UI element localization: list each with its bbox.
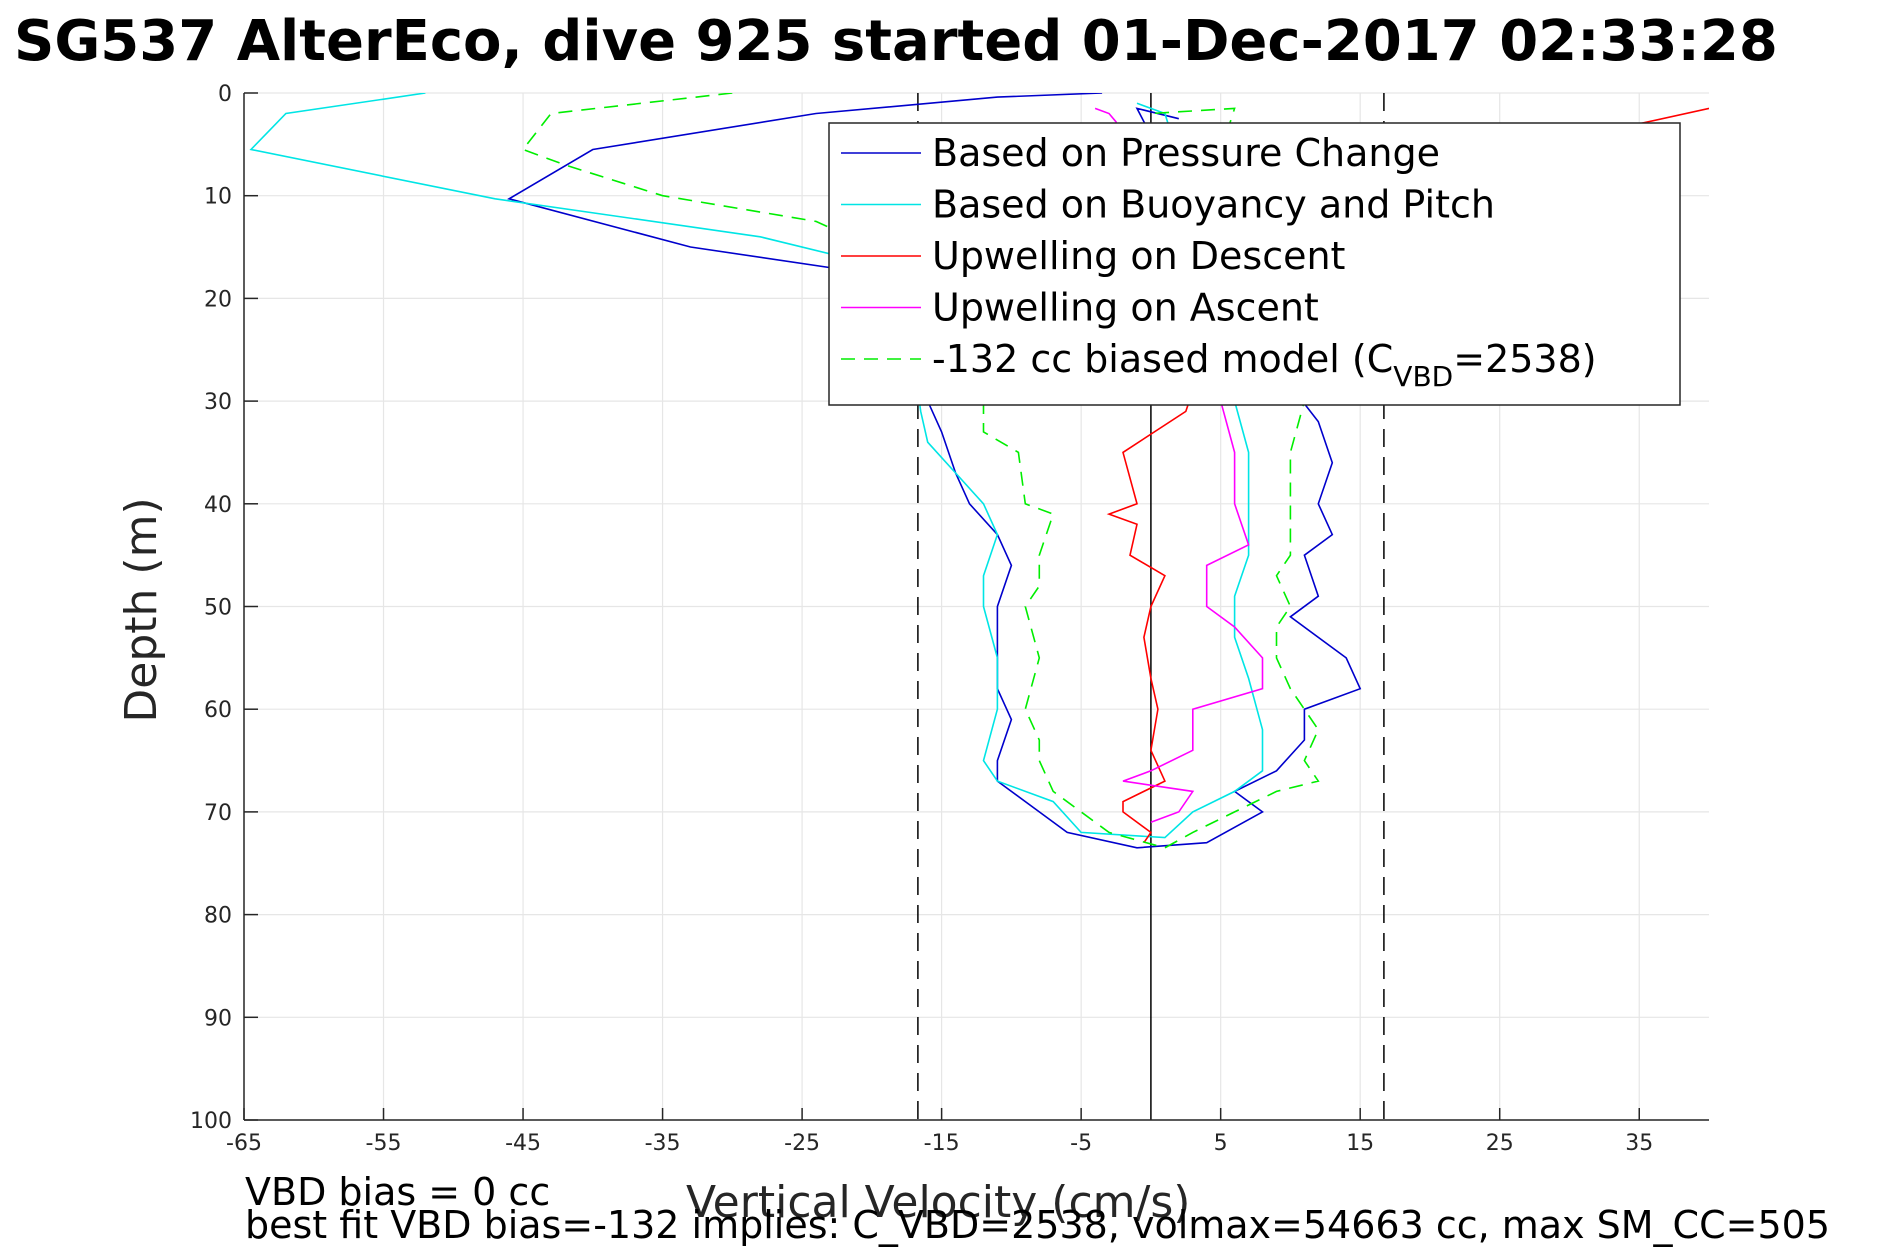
legend-label-4: -132 cc biased model (CVBD=2538) xyxy=(932,337,1597,393)
vbd-bias-note: VBD bias = 0 cc xyxy=(245,1170,550,1214)
x-tick-label-5: -15 xyxy=(924,1131,960,1156)
best-fit-note: best fit VBD bias=-132 implies: C_VBD=25… xyxy=(245,1203,1830,1247)
legend: Based on Pressure Change Based on Buoyanc… xyxy=(828,122,1681,406)
x-tick-label-6: -5 xyxy=(1070,1131,1092,1156)
x-tick-label-8: 15 xyxy=(1346,1131,1374,1156)
axes xyxy=(243,92,1709,1121)
y-tick-label-10: 100 xyxy=(190,1109,232,1134)
y-tick-label-7: 70 xyxy=(204,801,232,826)
x-tick-label-3: -35 xyxy=(645,1131,681,1156)
y-tick-label-1: 10 xyxy=(204,185,232,210)
y-tick-label-3: 30 xyxy=(204,390,232,415)
x-tick-label-1: -55 xyxy=(366,1131,402,1156)
legend-label-0: Based on Pressure Change xyxy=(932,131,1440,175)
x-tick-labels: -65 -55 -45 -35 -25 -15 -5 5 15 25 35 xyxy=(226,1131,1653,1156)
y-tick-label-6: 60 xyxy=(204,698,232,723)
legend-label-2: Upwelling on Descent xyxy=(932,234,1345,278)
legend-label-1: Based on Buoyancy and Pitch xyxy=(932,183,1495,227)
x-tick-label-9: 25 xyxy=(1486,1131,1514,1156)
x-tick-label-4: -25 xyxy=(784,1131,820,1156)
y-axis-label: Depth (m) xyxy=(116,497,167,722)
x-tick-label-7: 5 xyxy=(1214,1131,1228,1156)
y-tick-label-2: 20 xyxy=(204,287,232,312)
legend-box xyxy=(828,122,1681,406)
chart-title: SG537 AlterEco, dive 925 started 01-Dec-… xyxy=(14,9,1778,74)
x-tick-label-0: -65 xyxy=(226,1131,262,1156)
x-tick-label-2: -45 xyxy=(505,1131,541,1156)
y-tick-labels: 0 10 20 30 40 50 60 70 80 90 100 xyxy=(190,82,232,1134)
legend-label-3: Upwelling on Ascent xyxy=(932,286,1319,330)
y-tick-label-4: 40 xyxy=(204,493,232,518)
y-tick-label-5: 50 xyxy=(204,596,232,621)
y-tick-label-8: 80 xyxy=(204,904,232,929)
y-tick-label-9: 90 xyxy=(204,1006,232,1031)
x-tick-label-10: 35 xyxy=(1625,1131,1653,1156)
y-tick-label-0: 0 xyxy=(218,82,232,107)
x-axis-label: Vertical Velocity (cm/s) xyxy=(686,1177,1190,1228)
